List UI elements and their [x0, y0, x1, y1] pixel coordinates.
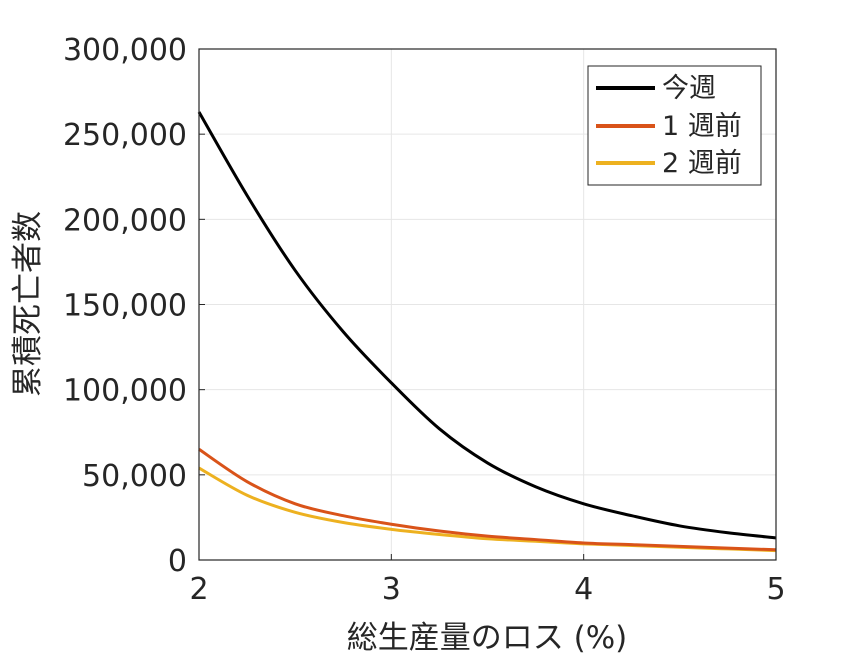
y-tick-label: 50,000 — [82, 459, 187, 494]
y-axis-label: 累積死亡者数 — [10, 211, 46, 397]
legend-label: 今週 — [662, 73, 716, 104]
x-axis-label: 総生産量のロス (%) — [347, 620, 628, 656]
x-tick-label: 3 — [382, 572, 401, 607]
legend: 今週 1 週前 2 週前 — [587, 65, 762, 186]
x-tick-label: 2 — [189, 572, 208, 607]
y-axis-ticks: 0 50,000 100,000 150,000 200,000 250,000 300,0… — [63, 33, 205, 579]
legend-label: 1 週前 — [662, 111, 742, 142]
series-line — [198, 448, 777, 552]
x-tick-label: 5 — [766, 572, 785, 607]
y-tick-label: 0 — [168, 544, 187, 579]
y-tick-label: 100,000 — [63, 374, 187, 409]
series-line — [198, 466, 777, 553]
y-tick-label: 300,000 — [63, 33, 187, 68]
series-line — [197, 111, 777, 540]
x-axis-ticks: 2 3 4 5 — [189, 554, 786, 607]
y-tick-label: 250,000 — [63, 118, 187, 153]
x-tick-label: 4 — [574, 572, 593, 607]
series-layer — [197, 111, 777, 553]
y-tick-label: 150,000 — [63, 289, 187, 324]
legend-label: 2 週前 — [662, 148, 742, 179]
y-tick-label: 200,000 — [63, 203, 187, 238]
